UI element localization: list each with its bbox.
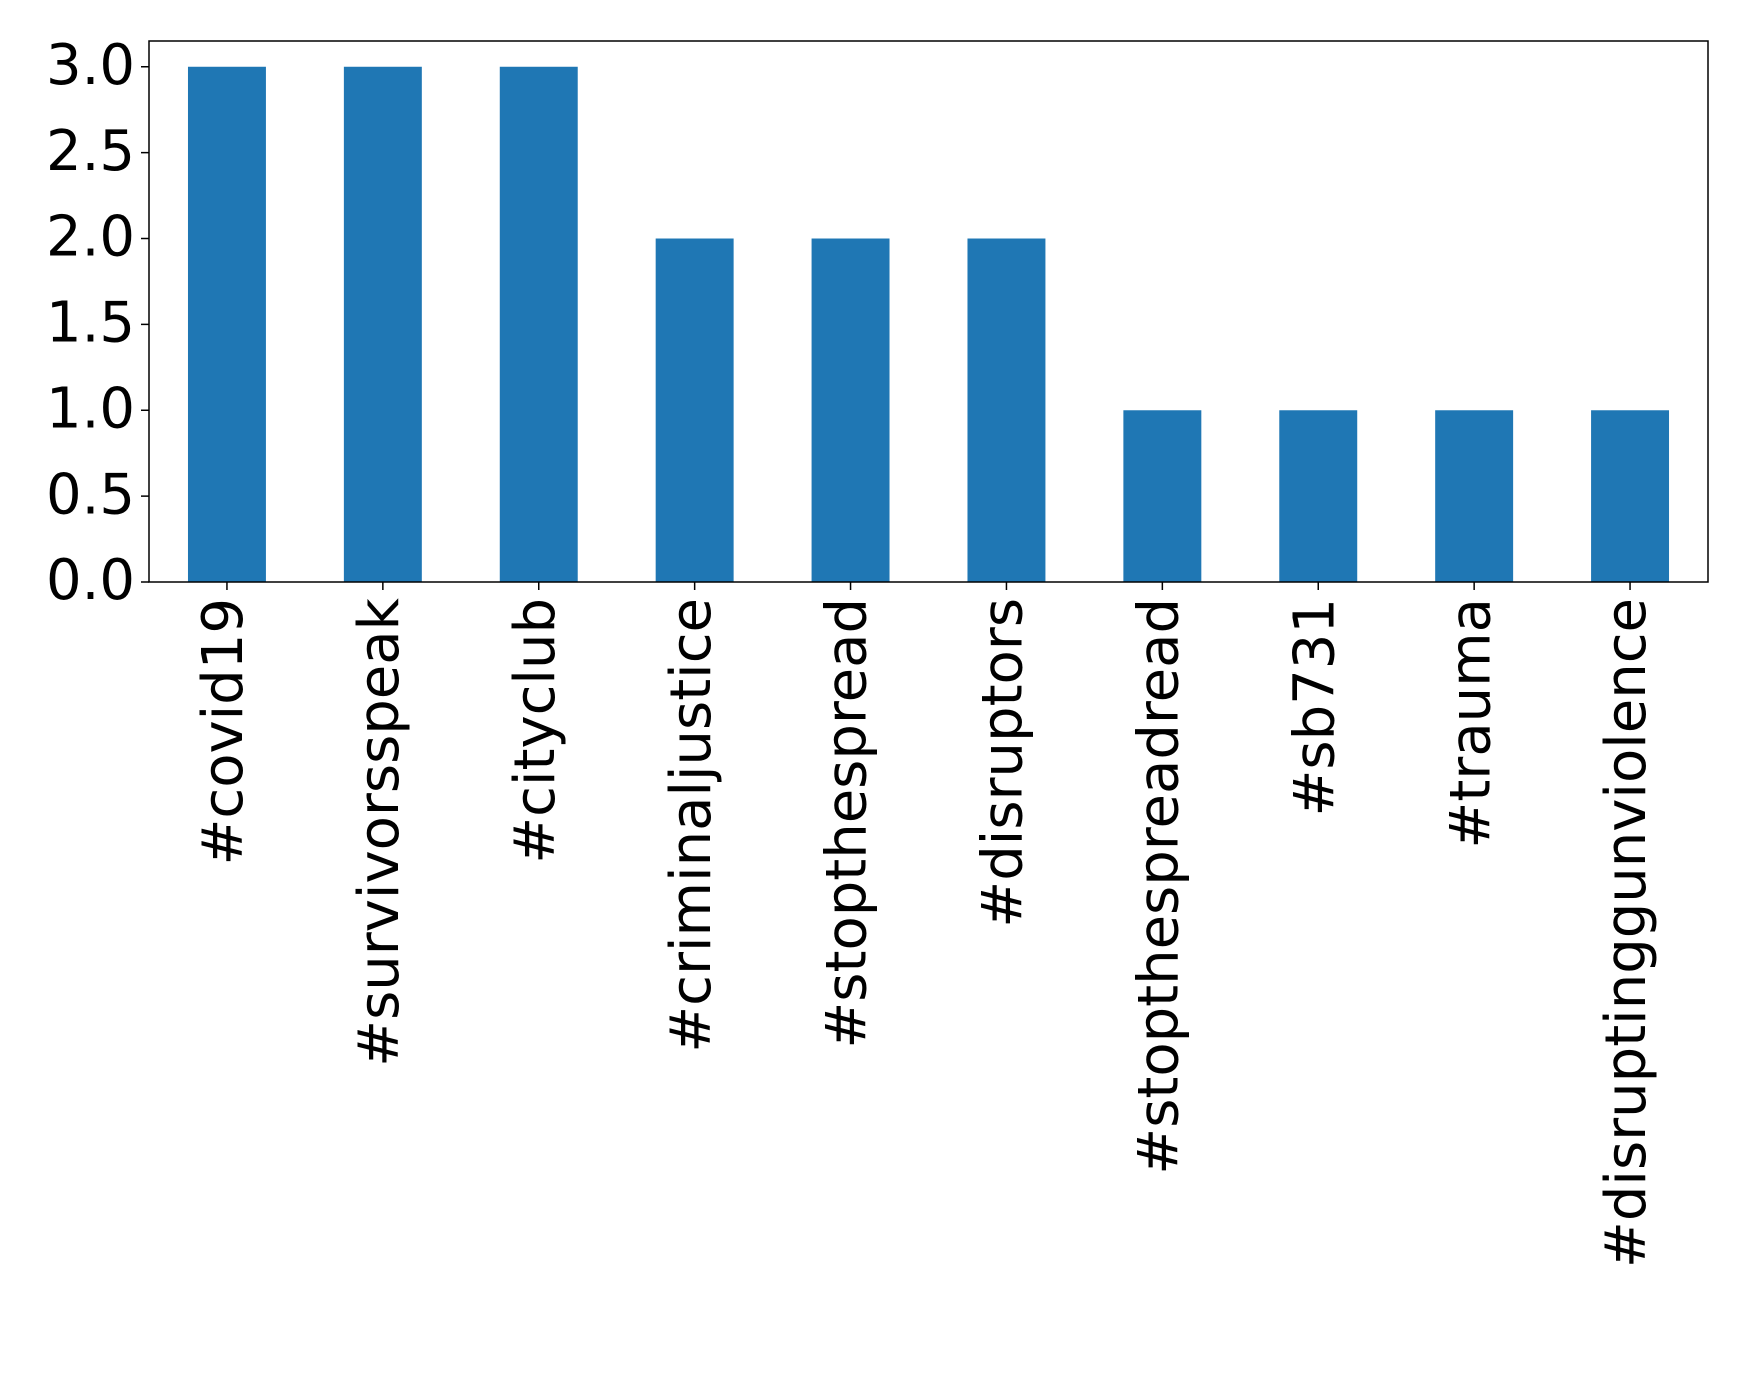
bar xyxy=(967,238,1046,582)
x-tick-label: #trauma xyxy=(1438,598,1503,849)
y-tick-label: 3.0 xyxy=(46,33,135,98)
y-tick-label: 0.0 xyxy=(46,548,135,613)
x-tick-label: #covid19 xyxy=(191,598,256,865)
y-tick-label: 1.5 xyxy=(46,291,135,356)
bar xyxy=(187,66,266,582)
x-tick-label: #criminaljustice xyxy=(659,598,724,1053)
x-tick-label: #cityclub xyxy=(503,598,568,864)
x-tick-label: #sb731 xyxy=(1282,598,1347,817)
y-tick-label: 0.5 xyxy=(46,462,135,527)
bar xyxy=(1591,410,1670,582)
bar xyxy=(1123,410,1202,582)
x-tick-label: #disruptinggunviolence xyxy=(1594,598,1659,1268)
plot-frame xyxy=(148,40,1709,583)
bar xyxy=(1435,410,1514,582)
x-tick-label: #survivorsspeak xyxy=(347,597,412,1066)
x-tick-label: #disruptors xyxy=(971,598,1036,928)
x-tick-label: #stopthespreadread xyxy=(1126,598,1191,1175)
y-tick-label: 2.5 xyxy=(46,119,135,184)
y-tick-label: 2.0 xyxy=(46,205,135,270)
bar xyxy=(655,238,734,582)
bar xyxy=(499,66,578,582)
y-tick-label: 1.0 xyxy=(46,376,135,441)
x-tick-label: #stopthespread xyxy=(815,598,880,1049)
bar xyxy=(1279,410,1358,582)
bar xyxy=(811,238,890,582)
bar xyxy=(343,66,422,582)
